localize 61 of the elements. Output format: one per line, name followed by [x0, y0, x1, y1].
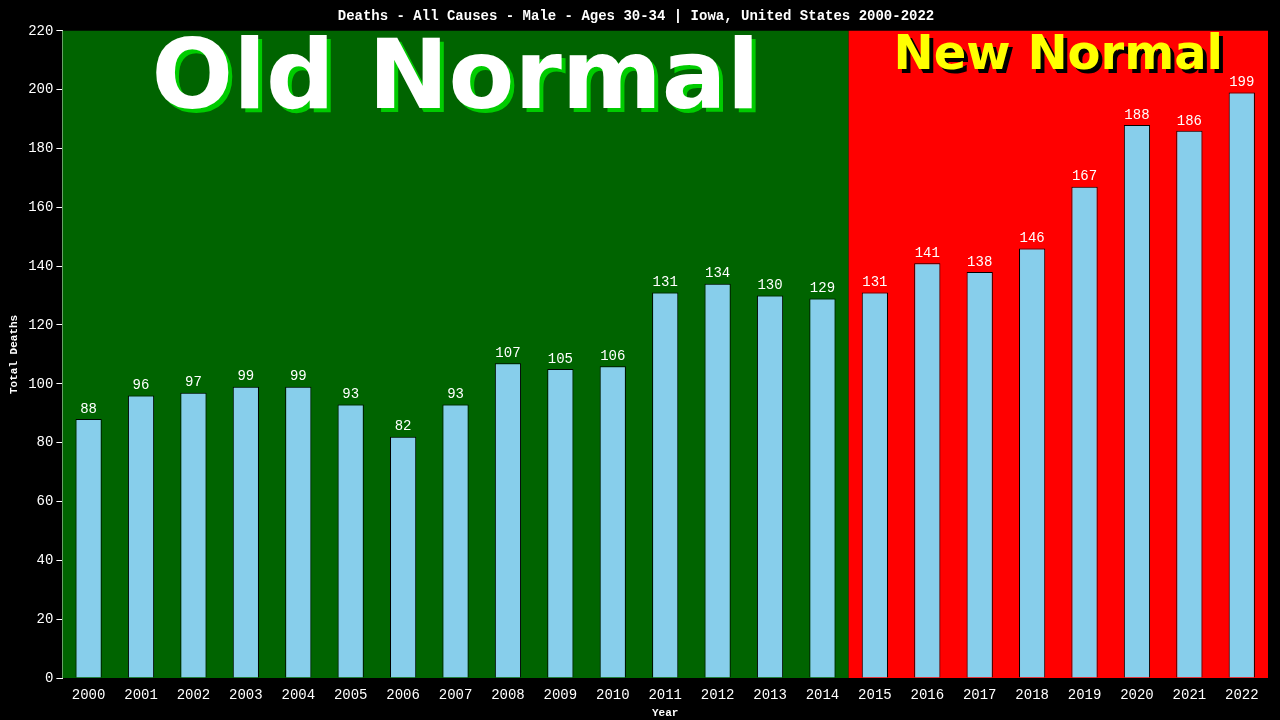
x-tick-label: 2006	[386, 687, 420, 704]
x-tick-label: 2019	[1067, 687, 1102, 704]
data-label: 88	[80, 400, 98, 417]
y-tick-label: 120	[28, 316, 54, 333]
data-label: 93	[342, 386, 360, 403]
y-tick-label: 200	[28, 81, 54, 98]
x-axis-title: Year	[652, 707, 679, 720]
data-label: 99	[289, 368, 307, 385]
data-label: 105	[547, 350, 573, 367]
x-tick-label: 2016	[910, 687, 945, 704]
y-tick-label: 20	[36, 610, 54, 627]
data-label: 97	[185, 374, 202, 391]
y-tick-label: 40	[36, 552, 54, 569]
x-tick-label: 2014	[805, 687, 840, 704]
data-label: 107	[495, 344, 521, 361]
y-tick-label: 140	[28, 257, 54, 274]
data-label: 93	[447, 386, 464, 403]
x-tick-label: 2021	[1172, 687, 1207, 704]
y-tick-label: 220	[28, 22, 54, 39]
data-label: 167	[1071, 168, 1098, 185]
data-label: 188	[1124, 106, 1150, 123]
x-tick-label: 2020	[1120, 687, 1154, 704]
y-tick-label: 0	[45, 669, 54, 686]
data-label: 96	[132, 377, 150, 394]
x-tick-label: 2005	[333, 687, 368, 704]
chart-title: Deaths - All Causes - Male - Ages 30-34 | Iowa, United States 2000-2022	[337, 7, 935, 24]
x-tick-label: 2013	[753, 687, 787, 704]
data-label: 141	[914, 244, 940, 261]
x-tick-label: 2001	[124, 687, 158, 704]
y-tick-label: 60	[36, 493, 54, 510]
data-label: 106	[600, 347, 626, 364]
x-tick-label: 2008	[491, 687, 525, 704]
x-tick-label: 2011	[648, 687, 683, 704]
x-tick-label: 2012	[700, 687, 735, 704]
data-label: 131	[862, 274, 888, 291]
y-axis-title: Total Deaths	[8, 314, 21, 395]
data-label: 82	[394, 418, 412, 435]
x-tick-label: 2002	[176, 687, 211, 704]
y-tick-label: 180	[28, 140, 54, 157]
x-tick-label: 2015	[858, 687, 892, 704]
x-tick-label: 2003	[229, 687, 263, 704]
x-tick-label: 2009	[543, 687, 578, 704]
x-tick-label: 2017	[962, 687, 997, 704]
data-label: 146	[1019, 230, 1045, 247]
y-tick-label: 80	[36, 434, 54, 451]
x-tick-label: 2022	[1224, 687, 1259, 704]
data-label: 186	[1176, 112, 1202, 129]
y-tick-label: 160	[28, 199, 54, 216]
data-label: 134	[705, 265, 731, 282]
x-tick-label: 2000	[71, 687, 106, 704]
data-label: 199	[1229, 74, 1255, 91]
data-label: 131	[652, 274, 678, 291]
data-label: 129	[809, 280, 836, 297]
data-label: 130	[757, 277, 783, 294]
x-tick-label: 2004	[281, 687, 316, 704]
y-tick-label: 100	[28, 375, 54, 392]
x-tick-label: 2018	[1015, 687, 1049, 704]
x-tick-label: 2007	[438, 687, 473, 704]
data-label: 138	[967, 253, 993, 270]
data-label: 99	[237, 368, 255, 385]
x-tick-label: 2010	[595, 687, 630, 704]
